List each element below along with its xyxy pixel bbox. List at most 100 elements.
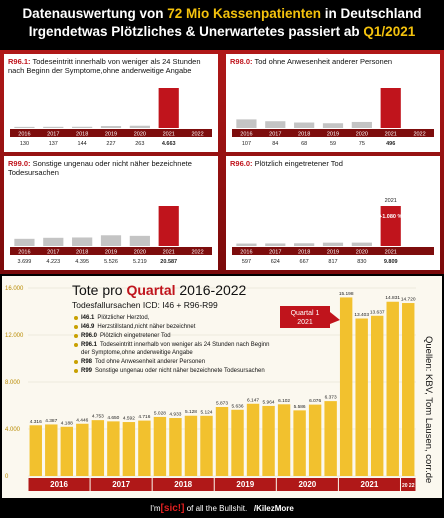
year-label: 2019 xyxy=(105,132,117,138)
year-label: 2022 xyxy=(413,132,425,138)
year-strip xyxy=(152,478,214,491)
bar xyxy=(72,237,93,246)
bar xyxy=(215,406,229,476)
header-line: Datenauswertung von 72 Mio Kassenpatient… xyxy=(0,5,444,23)
panel-svg: 2016 107 2017 84 2018 68 2019 59 2020 75 2021 496 20… xyxy=(232,88,434,147)
bar xyxy=(294,122,315,128)
year-label: 2018 xyxy=(298,132,310,138)
bar xyxy=(184,415,198,476)
header-text: in Deutschland xyxy=(324,6,422,21)
value-label: 5.128 xyxy=(185,409,197,415)
year-label: 2016 xyxy=(50,480,68,489)
panel-code: R96.0: xyxy=(230,159,253,168)
bar xyxy=(43,126,64,128)
panel: 2016 130 2017 137 2018 144 2019 227 2020 263 2021 4… xyxy=(4,54,218,152)
bar xyxy=(236,243,257,246)
panel-title-text: Tod ohne Anwesenheit anderer Personen xyxy=(254,57,393,66)
legend-item: R96.0 Plötzlich eingetretener Tod xyxy=(74,332,274,340)
year-label: 2017 xyxy=(47,250,59,256)
value-label: 5.873 xyxy=(216,400,228,406)
year-label: 2019 xyxy=(236,480,254,489)
legend-text: Sonstige ungenau oder nicht näher bezeic… xyxy=(95,368,265,374)
bar xyxy=(14,238,35,246)
bar xyxy=(231,409,244,476)
year-label: 2017 xyxy=(47,132,59,138)
header-text: Irgendetwas Plötzliches & Unerwartetes p… xyxy=(28,24,360,39)
bar xyxy=(322,123,344,128)
bar xyxy=(100,235,122,246)
panel-title-text: Sonstige ungenau oder nicht näher bezeic… xyxy=(8,159,192,177)
legend-code: I46.9 xyxy=(81,324,95,330)
year-strip xyxy=(232,247,434,255)
footer-handle: /KilezMore xyxy=(253,504,294,513)
bar xyxy=(158,88,179,128)
value-label: 4.316 xyxy=(30,419,42,425)
year-strip xyxy=(338,478,400,491)
legend-code: R98 xyxy=(81,359,93,365)
chart-subtitle: Todesfallursachen ICD: I46 + R96-R99 xyxy=(72,300,218,310)
bar xyxy=(262,405,275,476)
legend-text: Tod ohne Anwesenheit anderer Personen xyxy=(95,359,206,365)
value-label: 4.663 xyxy=(162,141,176,147)
bar xyxy=(107,421,120,476)
panel-code: R96.1: xyxy=(8,57,31,66)
value-label: 4.716 xyxy=(138,414,150,420)
year-label: 2021 xyxy=(163,132,175,138)
chart-title: Tote pro Quartal 2016-2022 xyxy=(72,282,246,298)
bar xyxy=(265,243,286,246)
footer: I'm[sic!] of all the Bullshit. /KilezMor… xyxy=(0,500,444,518)
bar xyxy=(45,424,58,476)
value-label: 75 xyxy=(359,141,365,147)
value-label: 3.699 xyxy=(18,259,32,265)
bar xyxy=(402,303,415,476)
year-label: 2020 xyxy=(298,480,316,489)
header-line: Irgendetwas Plötzliches & Unerwartetes p… xyxy=(0,23,444,41)
year-label: 2022 xyxy=(191,250,203,256)
value-label: 4.223 xyxy=(46,259,60,265)
value-label: 14.831 xyxy=(385,295,400,301)
value-label: 227 xyxy=(106,141,115,147)
legend: I46.1 Plötzlicher Herztod, I46.9 Herzstills… xyxy=(74,314,274,376)
year-label: 2019 xyxy=(105,250,117,256)
year-label: 2017 xyxy=(269,132,281,138)
bar xyxy=(322,242,344,246)
legend-text: Herzstillstand,nicht näher bezeichnet xyxy=(97,324,196,330)
value-label: 4.650 xyxy=(107,415,119,421)
annotation-box xyxy=(280,306,330,328)
panel: 2016 107 2017 84 2018 68 2019 59 2020 75 2021 496 20… xyxy=(226,54,440,152)
value-label: 84 xyxy=(272,141,278,147)
year-label: 2017 xyxy=(269,250,281,256)
value-label: 263 xyxy=(135,141,144,147)
year-strip xyxy=(276,478,338,491)
value-label: 5.124 xyxy=(200,409,212,415)
value-label: 13.403 xyxy=(354,312,369,318)
year-label: 2018 xyxy=(174,480,192,489)
year-label: 2021 xyxy=(385,132,397,138)
legend-text: Plötzlicher Herztod, xyxy=(97,315,150,321)
value-label: 4.933 xyxy=(169,412,181,418)
bar xyxy=(100,126,122,128)
bar xyxy=(43,237,64,246)
value-label: 68 xyxy=(301,141,307,147)
footer-text: I'm xyxy=(150,504,161,513)
bar xyxy=(129,235,150,246)
year-strip xyxy=(90,478,152,491)
bar xyxy=(339,297,353,476)
value-label: 830 xyxy=(357,259,366,265)
value-label: 13.637 xyxy=(370,309,385,315)
value-label: 144 xyxy=(78,141,87,147)
legend-code: I46.1 xyxy=(81,315,95,321)
year-label: 2020 xyxy=(134,250,146,256)
year-strip xyxy=(400,478,416,491)
bar xyxy=(29,425,42,476)
bar xyxy=(265,121,286,128)
year-label: 2020 xyxy=(356,250,368,256)
legend-item: R96.1 Todeseintritt innerhalb von weniger… xyxy=(74,341,274,357)
panel-code: R99.0: xyxy=(8,159,31,168)
bar xyxy=(308,404,322,476)
bar xyxy=(200,415,213,476)
value-label: 6.076 xyxy=(309,398,321,404)
bar xyxy=(351,121,372,128)
value-label: 4.592 xyxy=(123,416,135,422)
value-label: 59 xyxy=(330,141,336,147)
